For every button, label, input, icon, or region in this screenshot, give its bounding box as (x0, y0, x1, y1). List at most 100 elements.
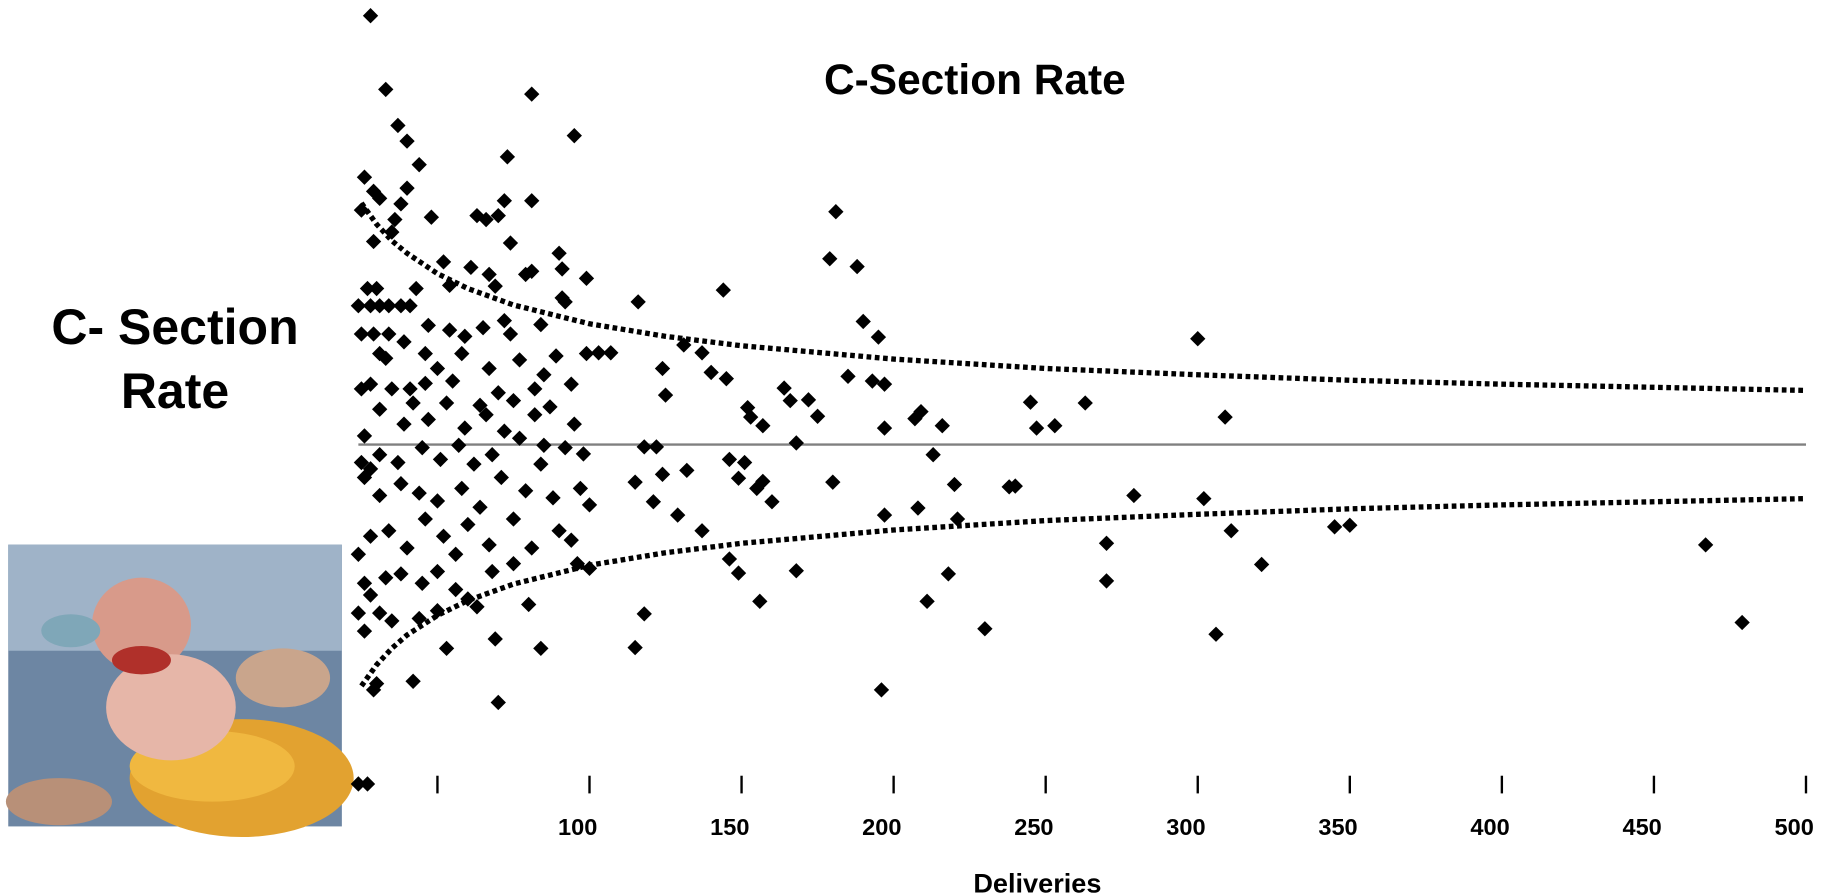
data-point (396, 334, 412, 350)
data-point (730, 565, 747, 581)
chart-title: C-Section Rate (824, 56, 1126, 103)
data-point (487, 278, 503, 294)
data-point (371, 401, 388, 417)
data-point (469, 599, 485, 615)
data-point (487, 631, 503, 647)
data-point (457, 420, 473, 436)
data-point (1326, 519, 1343, 535)
data-point (356, 169, 373, 185)
data-point (1342, 517, 1358, 533)
data-point (475, 320, 491, 336)
data-point (496, 193, 513, 209)
x-tick-label: 150 (710, 814, 749, 840)
data-point (715, 282, 731, 298)
data-point (490, 207, 506, 224)
data-point (743, 409, 759, 425)
data-point (393, 566, 409, 582)
data-point (402, 381, 418, 397)
data-point (630, 294, 646, 310)
data-point (825, 474, 841, 490)
data-point (873, 682, 890, 698)
data-point (679, 462, 695, 479)
data-point (1007, 478, 1023, 494)
data-point (378, 81, 394, 98)
x-tick-label: 200 (862, 814, 901, 840)
data-point (429, 360, 446, 377)
data-point (578, 345, 595, 362)
data-point (636, 439, 652, 455)
data-point (551, 523, 567, 539)
data-point (536, 437, 552, 453)
data-point (371, 605, 388, 621)
data-point (1697, 537, 1714, 553)
data-point (484, 563, 500, 580)
data-point (636, 606, 652, 622)
data-point (381, 326, 397, 342)
data-point (533, 456, 549, 472)
data-point (524, 540, 540, 556)
data-point (864, 373, 880, 389)
data-point (1028, 420, 1045, 436)
data-point (517, 483, 534, 499)
data-point (417, 345, 433, 362)
x-tick-label: 250 (1014, 814, 1053, 840)
x-axis-label: Deliveries (973, 868, 1101, 896)
photo-hand (235, 648, 331, 708)
data-point (828, 204, 844, 220)
data-point (444, 373, 461, 389)
data-point (670, 507, 686, 523)
data-point (378, 570, 394, 586)
data-point (362, 528, 379, 544)
data-point (590, 345, 607, 361)
data-point (484, 447, 500, 463)
data-point (441, 277, 458, 294)
photo-bulb (41, 614, 101, 648)
data-point (435, 528, 452, 544)
data-point (371, 298, 388, 314)
data-point (575, 446, 592, 462)
data-point (527, 407, 543, 423)
data-point (1196, 490, 1212, 507)
data-point (429, 563, 446, 580)
data-point (405, 673, 421, 689)
data-point (399, 180, 415, 196)
data-point (1253, 556, 1270, 573)
data-point (524, 193, 540, 209)
data-point (645, 494, 662, 510)
data-point (876, 376, 893, 392)
data-point (350, 605, 367, 621)
data-point (399, 133, 415, 149)
data-point (432, 451, 449, 468)
data-point (393, 196, 409, 212)
photo-baby-body (106, 654, 236, 761)
data-point (554, 261, 570, 277)
data-point (788, 563, 804, 579)
data-point (946, 476, 963, 493)
control-limit-lower (359, 495, 1807, 688)
data-point (460, 516, 476, 533)
data-point (423, 209, 440, 225)
data-point (627, 639, 643, 656)
data-point (414, 575, 430, 591)
data-point (493, 469, 509, 486)
data-point (730, 470, 747, 486)
data-point (384, 381, 400, 397)
data-point (782, 392, 798, 409)
data-point (870, 329, 887, 345)
data-point (481, 537, 497, 553)
data-point (524, 263, 540, 279)
data-point (1047, 418, 1063, 434)
data-point (371, 190, 388, 207)
photo-blood (111, 646, 171, 675)
data-point (496, 313, 513, 329)
data-point (411, 485, 427, 501)
data-point (603, 345, 619, 361)
data-point (788, 435, 804, 451)
data-point (435, 254, 452, 270)
data-point (481, 266, 497, 283)
data-point (438, 640, 455, 657)
data-point (521, 596, 537, 613)
data-point (919, 593, 935, 609)
data-point (1217, 409, 1233, 425)
data-point (390, 117, 406, 134)
